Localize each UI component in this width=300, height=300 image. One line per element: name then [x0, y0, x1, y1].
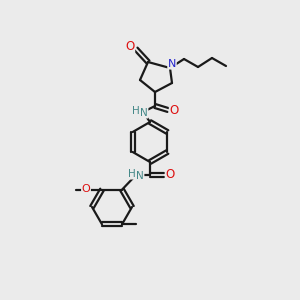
Text: O: O — [82, 184, 90, 194]
Text: O: O — [169, 103, 178, 116]
Text: H: H — [128, 169, 136, 179]
Text: O: O — [125, 40, 135, 53]
Text: N: N — [168, 59, 176, 69]
Text: N: N — [140, 108, 148, 118]
Text: H: H — [132, 106, 140, 116]
Text: N: N — [136, 171, 144, 181]
Text: O: O — [165, 169, 175, 182]
